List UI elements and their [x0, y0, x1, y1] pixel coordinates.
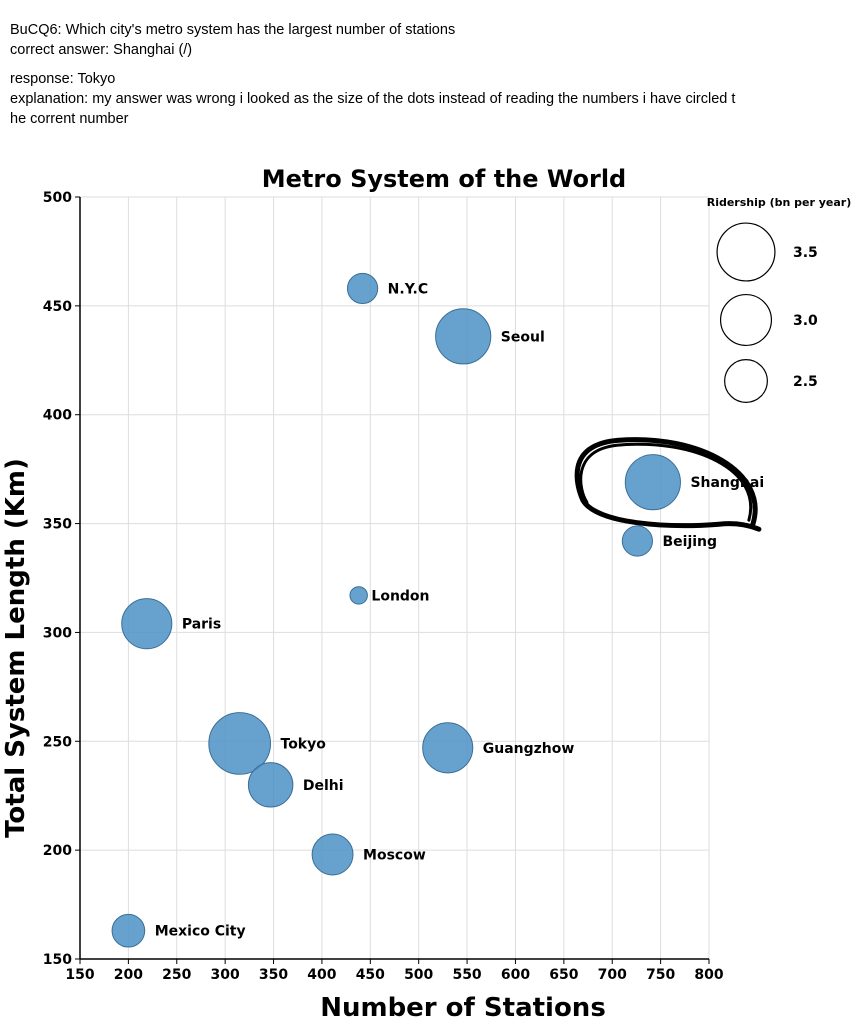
legend-size-label: 3.5 [793, 245, 818, 261]
y-axis-ticks: 150 200 250 300 350 400 450 500 [43, 190, 80, 968]
point-shanghai [624, 454, 681, 511]
x-tick-label: 800 [694, 967, 723, 983]
point-london [349, 586, 368, 605]
legend-size-label: 3.0 [793, 313, 818, 329]
annotation-stroke [579, 442, 753, 522]
annotation-stroke [574, 437, 762, 532]
legend-size-circle [719, 293, 773, 347]
legend-size-circle [716, 222, 776, 282]
point-label-moscow: Moscow [363, 847, 426, 863]
point-label-shanghai: Shanghai [690, 475, 764, 491]
x-tick-label: 700 [598, 967, 627, 983]
point-guangzhow [422, 722, 474, 774]
point-label-london: London [371, 588, 429, 604]
point-paris [121, 598, 173, 650]
y-tick-label: 400 [43, 408, 72, 424]
y-tick-label: 200 [43, 843, 72, 859]
x-tick-label: 250 [162, 967, 191, 983]
x-axis-title: Number of Stations [320, 993, 606, 1023]
response-text: response: Tokyo [10, 71, 116, 87]
grid-lines [79, 196, 710, 960]
y-tick-label: 250 [43, 734, 72, 750]
point-delhi [247, 762, 294, 808]
size-legend: Ridership (bn per year) 3.5 3.0 2.5 [707, 196, 852, 403]
x-tick-label: 750 [646, 967, 675, 983]
x-tick-label: 200 [114, 967, 143, 983]
point-tokyo [208, 712, 272, 775]
point-n-y-c [346, 272, 379, 305]
correct-answer-text: correct answer: Shanghai (/) [10, 42, 193, 58]
y-tick-label: 300 [43, 625, 72, 641]
explanation-text: explanation: my answer was wrong i looke… [10, 91, 736, 107]
y-tick-label: 500 [43, 190, 72, 206]
explanation-text-continued: he corrent number [10, 111, 129, 127]
y-tick-label: 350 [43, 517, 72, 533]
point-label-n-y-c: N.Y.C [388, 281, 428, 297]
legend-title: Ridership (bn per year) [707, 196, 852, 209]
data-points [111, 272, 681, 948]
x-tick-label: 650 [549, 967, 578, 983]
point-mexico-city [111, 913, 146, 948]
x-tick-label: 600 [501, 967, 530, 983]
point-label-tokyo: Tokyo [281, 736, 327, 752]
chart-title: Metro System of the World [262, 165, 626, 193]
point-label-delhi: Delhi [303, 778, 344, 794]
point-labels: N.Y.C Seoul Shanghai Beijing London Paris Toky… [155, 281, 764, 939]
point-label-guangzhow: Guangzhow [483, 741, 575, 757]
question-text: BuCQ6: Which city's metro system has the… [10, 22, 456, 38]
legend-size-label: 2.5 [793, 374, 818, 390]
axes [79, 197, 709, 960]
hand-drawn-circle-annotation [574, 437, 762, 532]
x-tick-label: 150 [65, 967, 94, 983]
y-axis-title: Total System Length (Km) [1, 458, 31, 838]
x-tick-label: 550 [452, 967, 481, 983]
legend-size-circle [724, 359, 768, 403]
point-label-seoul: Seoul [501, 329, 545, 345]
y-tick-label: 150 [43, 952, 72, 968]
x-tick-label: 400 [307, 967, 336, 983]
point-beijing [621, 525, 653, 557]
point-label-beijing: Beijing [662, 534, 717, 550]
x-axis-ticks: 150 200 250 300 350 400 450 500 550 600 650 700 750 8… [65, 959, 724, 983]
point-moscow [311, 833, 354, 876]
point-label-paris: Paris [182, 617, 221, 633]
y-tick-label: 450 [43, 299, 72, 315]
x-tick-label: 500 [404, 967, 433, 983]
point-label-mexico-city: Mexico City [155, 924, 246, 940]
x-tick-label: 350 [259, 967, 288, 983]
response-notes: BuCQ6: Which city's metro system has the… [10, 20, 840, 129]
x-tick-label: 450 [356, 967, 385, 983]
x-tick-label: 300 [211, 967, 240, 983]
point-seoul [435, 308, 492, 365]
